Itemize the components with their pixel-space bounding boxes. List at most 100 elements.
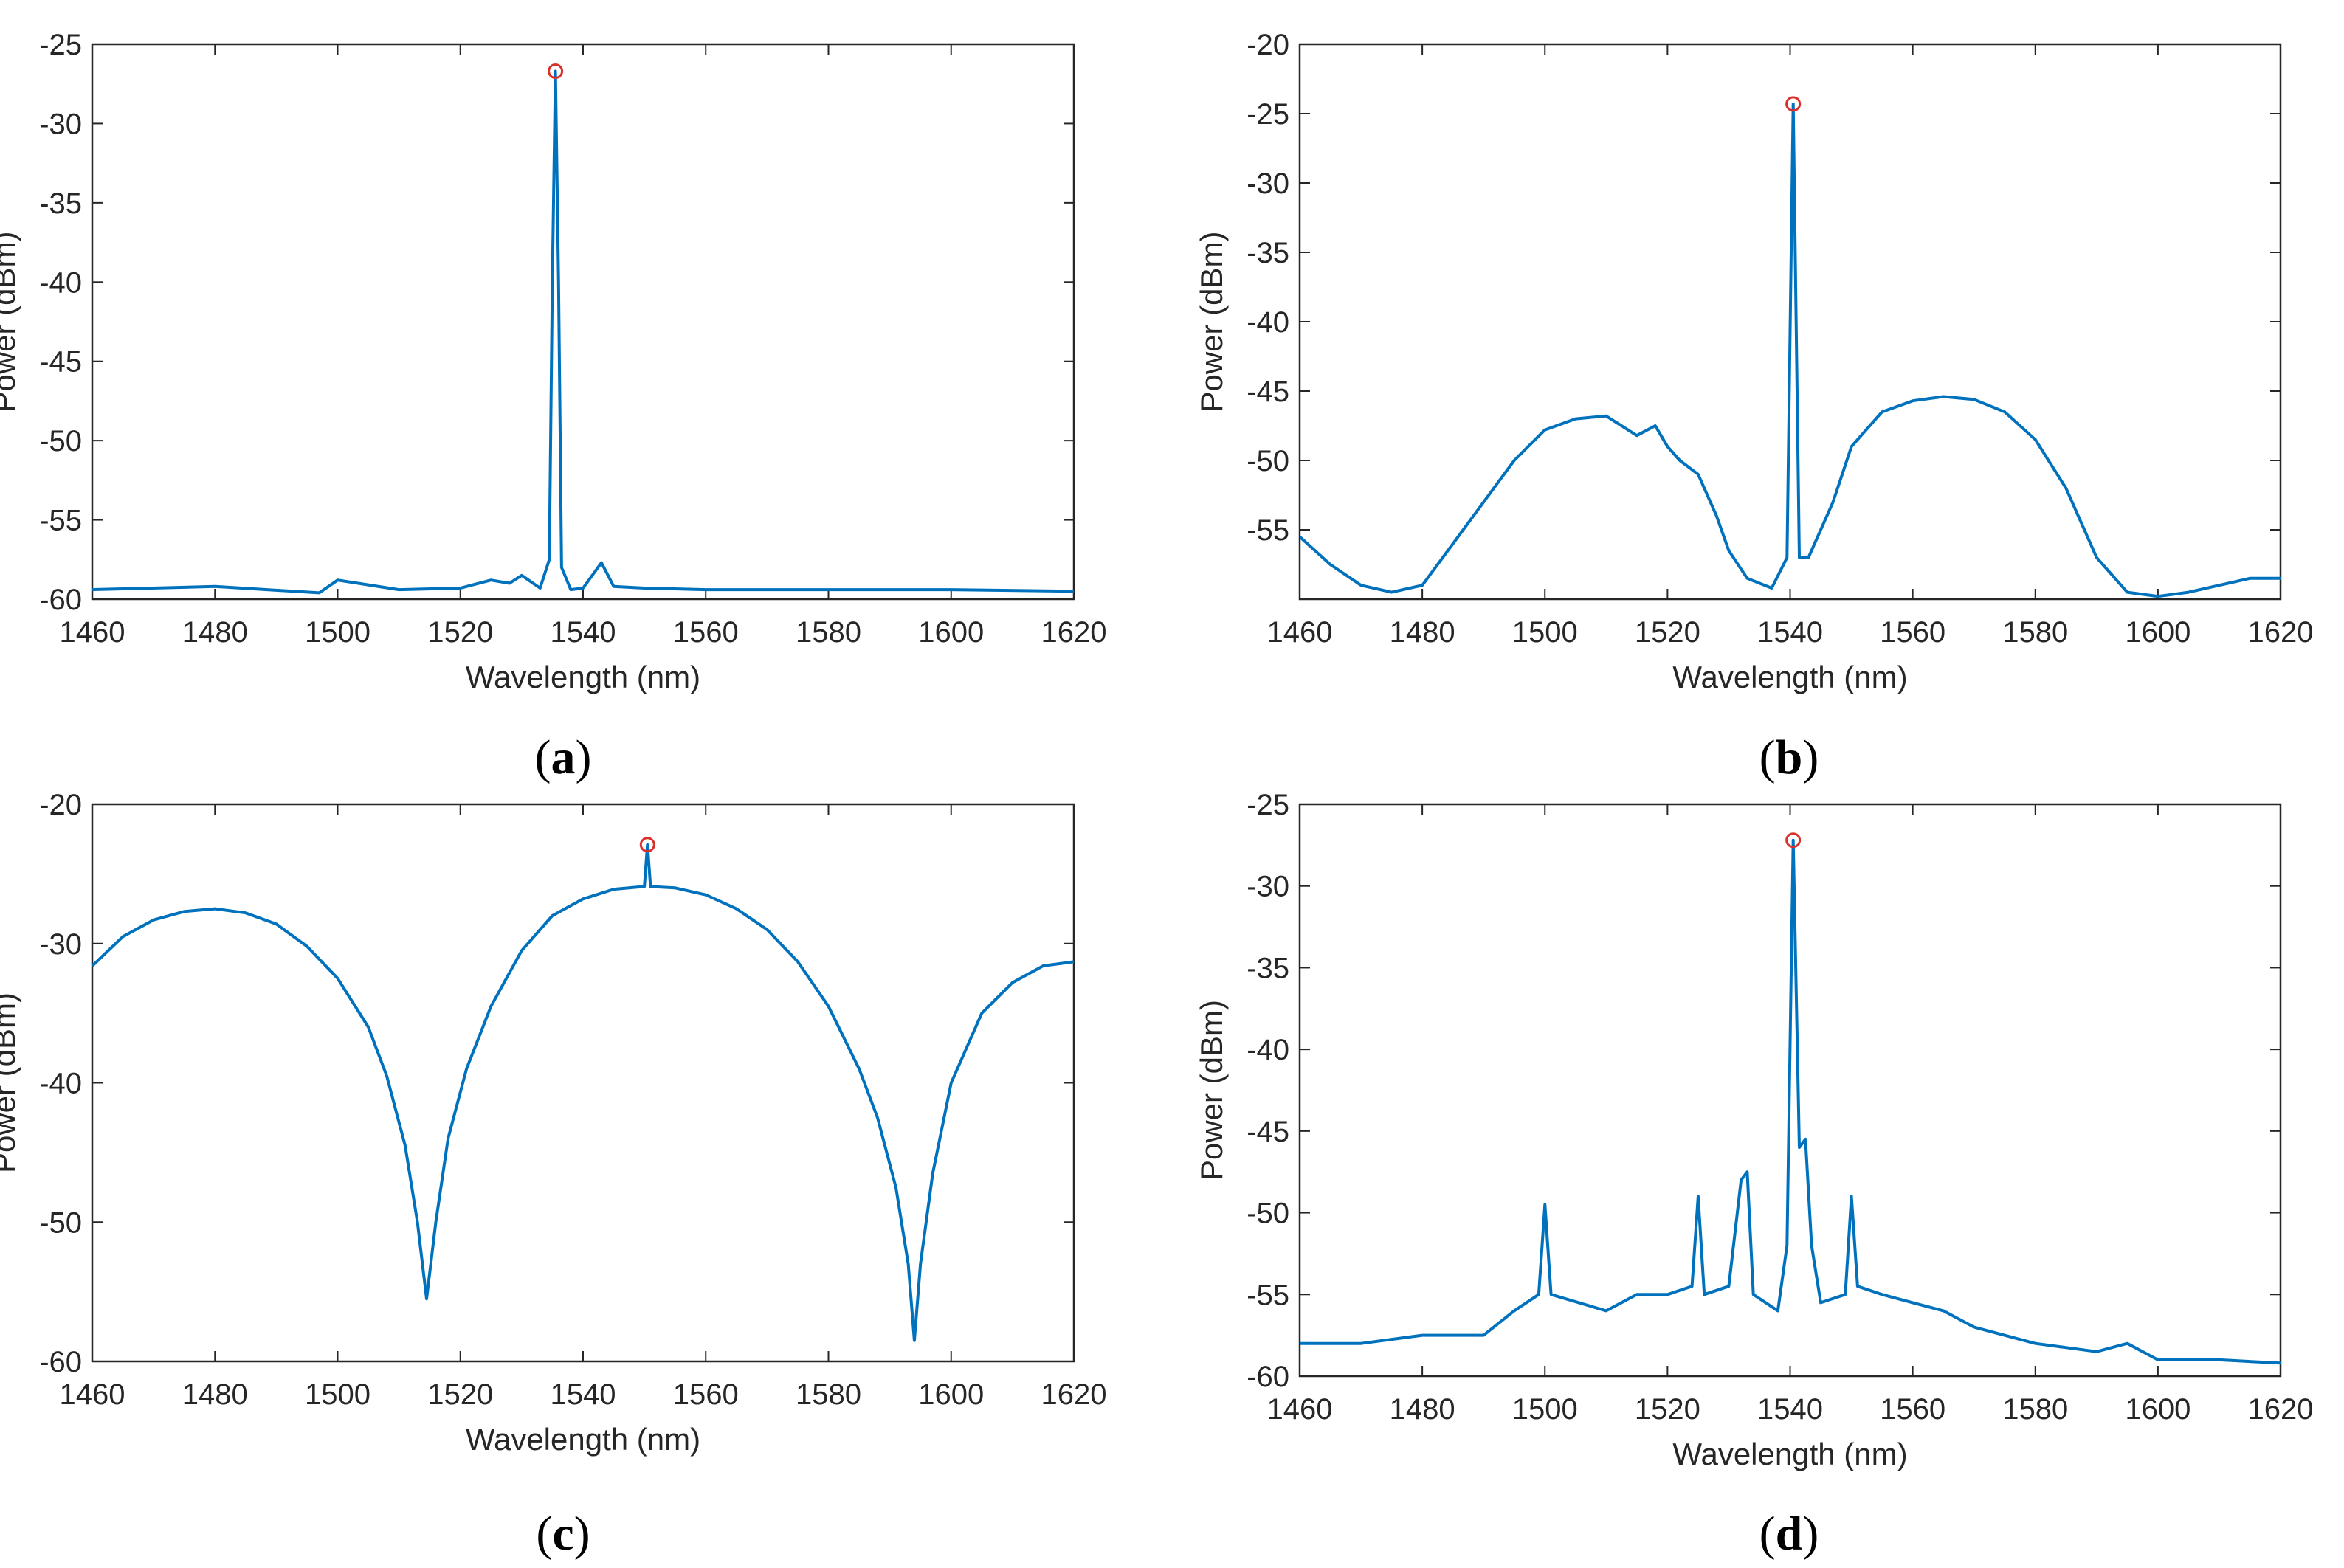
x-tick-label: 1600 (918, 616, 984, 649)
y-tick-label: -45 (1247, 376, 1289, 408)
spectrum-series-line (1300, 102, 2281, 598)
x-tick-label: 1480 (182, 616, 248, 649)
caption-close-paren: ) (1802, 731, 1819, 784)
x-tick-label: 1460 (1267, 1393, 1333, 1426)
x-tick-label: 1500 (305, 1378, 370, 1411)
x-tick-label: 1560 (673, 616, 739, 649)
x-axis-title: Wavelength (nm) (1672, 660, 1907, 694)
caption-letter: b (1776, 731, 1803, 784)
caption-letter: a (551, 731, 576, 784)
panel-caption: (d) (1759, 1507, 1819, 1561)
x-tick-label: 1580 (796, 616, 861, 649)
caption-close-paren: ) (1802, 1507, 1819, 1561)
x-tick-label: 1620 (1041, 616, 1107, 649)
x-tick-label: 1600 (2125, 1393, 2190, 1426)
y-tick-label: -45 (39, 346, 82, 379)
y-tick-label: -50 (1247, 1198, 1289, 1230)
spectrum-series-line (92, 843, 1074, 1342)
caption-letter: d (1776, 1507, 1803, 1561)
y-axis-title: Power (dBm) (1194, 1000, 1229, 1181)
chart-panel-d: 1460 1480 1500 1520 1540 1560 1580 1600 1620 -25 -… (1194, 789, 2313, 1561)
y-tick-label: -30 (39, 928, 82, 961)
y-tick-label: -40 (39, 1068, 82, 1100)
x-tick-label: 1560 (1880, 1393, 1945, 1426)
y-tick-label: -35 (39, 187, 82, 220)
y-tick-label: -50 (39, 1206, 82, 1239)
y-tick-label: -20 (39, 789, 82, 821)
caption-close-paren: ) (574, 1507, 590, 1561)
y-axis-title: Power (dBm) (1194, 231, 1229, 412)
y-tick-label: -40 (1247, 1034, 1289, 1066)
y-tick-label: -50 (39, 425, 82, 457)
y-axis-title: Power (dBm) (0, 231, 21, 412)
x-tick-label: 1460 (60, 616, 125, 649)
y-tick-label: -30 (1247, 167, 1289, 200)
plot-area-frame (91, 803, 1075, 1363)
x-tick-label: 1480 (182, 1378, 248, 1411)
panel-caption: (b) (1759, 731, 1819, 784)
x-tick-label: 1480 (1390, 616, 1455, 649)
x-tick-label: 1540 (1757, 616, 1823, 649)
y-tick-label: -55 (39, 505, 82, 537)
x-tick-label: 1500 (1512, 1393, 1578, 1426)
caption-close-paren: ) (576, 731, 592, 784)
caption-open-paren: ( (1759, 1507, 1776, 1561)
y-tick-label: -55 (1247, 514, 1289, 547)
spectrum-series-line (1300, 838, 2281, 1365)
peak-marker (639, 837, 655, 853)
x-tick-label: 1540 (551, 1378, 616, 1411)
x-tick-label: 1520 (1635, 616, 1700, 649)
caption-letter: c (552, 1507, 573, 1561)
peak-marker (1785, 832, 1802, 849)
chart-panel-b: 1460 1480 1500 1520 1540 1560 1580 1600 1620 -20 -… (1194, 29, 2313, 784)
x-tick-label: 1580 (2002, 1393, 2068, 1426)
y-tick-label: -60 (39, 584, 82, 616)
x-tick-label: 1460 (1267, 616, 1333, 649)
x-tick-label: 1460 (60, 1378, 125, 1411)
chart-panel-c: 1460 1480 1500 1520 1540 1560 1580 1600 1620 -20 -… (0, 789, 1106, 1561)
x-tick-label: 1500 (1512, 616, 1578, 649)
y-tick-label: -50 (1247, 445, 1289, 477)
y-tick-label: -20 (1247, 29, 1289, 61)
y-tick-label: -40 (39, 266, 82, 299)
y-tick-label: -25 (1247, 98, 1289, 131)
x-tick-label: 1500 (305, 616, 370, 649)
x-axis-title: Wavelength (nm) (466, 660, 700, 694)
x-tick-label: 1580 (796, 1378, 861, 1411)
y-tick-label: -25 (39, 29, 82, 61)
x-axis-title: Wavelength (nm) (466, 1422, 700, 1457)
y-tick-label: -60 (1247, 1361, 1289, 1393)
x-tick-label: 1600 (2125, 616, 2190, 649)
y-tick-label: -30 (1247, 871, 1289, 903)
x-tick-label: 1540 (1757, 1393, 1823, 1426)
x-tick-label: 1580 (2002, 616, 2068, 649)
x-tick-label: 1520 (427, 1378, 493, 1411)
x-tick-label: 1520 (1635, 1393, 1700, 1426)
x-tick-label: 1480 (1390, 1393, 1455, 1426)
y-tick-label: -55 (1247, 1279, 1289, 1311)
peak-marker (548, 63, 564, 80)
panel-caption: (a) (535, 731, 592, 784)
peak-marker (1785, 96, 1802, 112)
y-tick-label: -35 (1247, 237, 1289, 269)
x-tick-label: 1620 (1041, 1378, 1107, 1411)
caption-open-paren: ( (1759, 731, 1776, 784)
y-tick-label: -40 (1247, 306, 1289, 339)
y-tick-label: -25 (1247, 789, 1289, 821)
chart-panel-a: 1460 1480 1500 1520 1540 1560 1580 1600 1620 -25 -… (0, 29, 1106, 784)
x-tick-label: 1560 (1880, 616, 1945, 649)
x-tick-label: 1600 (918, 1378, 984, 1411)
x-tick-label: 1620 (2248, 1393, 2314, 1426)
x-tick-label: 1540 (551, 616, 616, 649)
y-tick-label: -60 (39, 1346, 82, 1378)
y-tick-label: -45 (1247, 1116, 1289, 1148)
x-tick-label: 1620 (2248, 616, 2314, 649)
caption-open-paren: ( (535, 731, 551, 784)
y-tick-label: -35 (1247, 952, 1289, 984)
plot-area-frame (91, 43, 1075, 601)
x-axis-title: Wavelength (nm) (1672, 1437, 1907, 1471)
caption-open-paren: ( (536, 1507, 552, 1561)
y-tick-label: -30 (39, 108, 82, 140)
spectrum-series-line (92, 69, 1074, 595)
